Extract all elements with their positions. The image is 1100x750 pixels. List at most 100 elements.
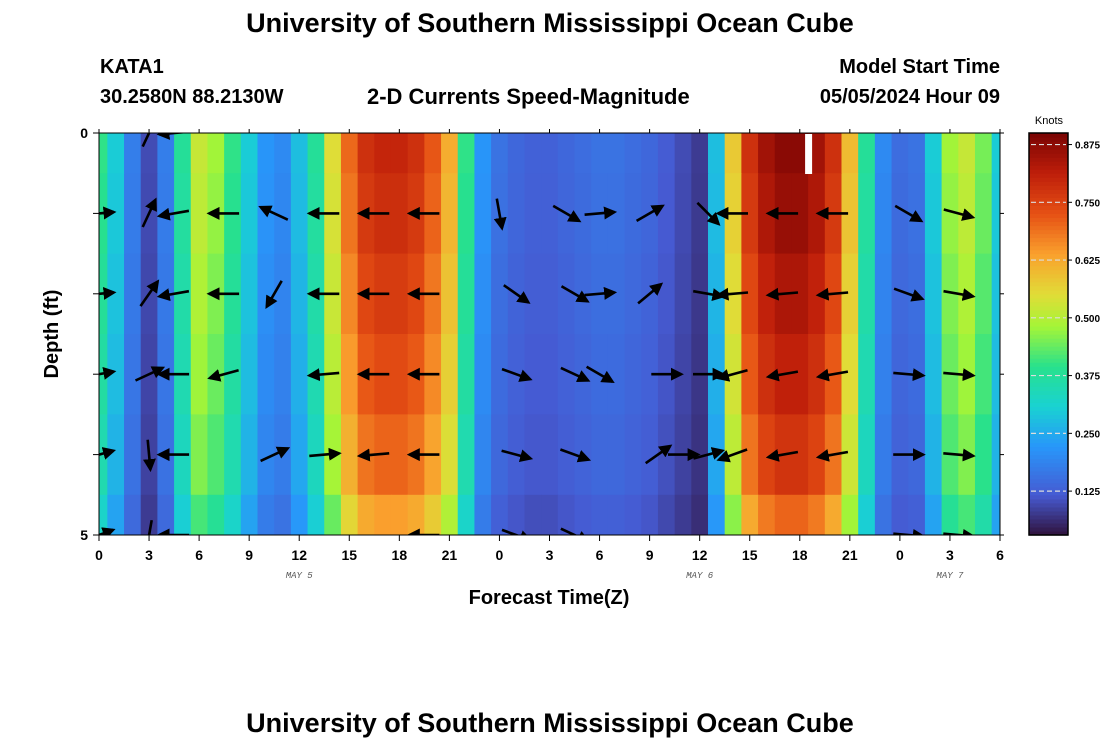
current-vector xyxy=(156,207,190,221)
colorbar-step xyxy=(1029,217,1068,223)
heatmap-cell xyxy=(541,414,559,496)
colorbar-step xyxy=(1029,181,1068,186)
colorbar-step xyxy=(1029,334,1068,339)
x-tick-label: 3 xyxy=(946,547,954,563)
heatmap-cell xyxy=(691,494,709,535)
heatmap-cell xyxy=(591,494,609,535)
heatmap-cell xyxy=(574,173,592,255)
heatmap-cell xyxy=(99,494,108,535)
heatmap-cell xyxy=(641,414,659,496)
colorbar-step xyxy=(1029,225,1068,231)
colorbar-step xyxy=(1029,438,1068,444)
heatmap-cell xyxy=(791,334,809,415)
colorbar-step xyxy=(1029,269,1068,275)
current-vector xyxy=(501,367,533,382)
x-tick-label: 3 xyxy=(145,547,153,563)
current-vector xyxy=(635,204,665,223)
colorbar-step xyxy=(1029,201,1068,206)
colorbar-step xyxy=(1029,458,1068,464)
heatmap-cell xyxy=(941,173,959,255)
colorbar-step xyxy=(1029,390,1068,395)
colorbar-step xyxy=(1029,474,1068,480)
heatmap-cell xyxy=(174,253,192,335)
current-vector xyxy=(644,444,673,465)
colorbar-step xyxy=(1029,325,1068,331)
heatmap-cell xyxy=(507,173,526,255)
heatmap-cell xyxy=(674,173,692,255)
heatmap-cell xyxy=(407,494,425,535)
heatmap-cell xyxy=(974,133,993,174)
heatmap-cell xyxy=(340,133,359,174)
heatmap-cell xyxy=(457,414,476,496)
heatmap-cell xyxy=(791,133,809,174)
colorbar-step xyxy=(1029,145,1068,150)
colorbar-tick-label: 0.500 xyxy=(1075,314,1100,325)
x-tick-label: 21 xyxy=(842,547,858,563)
current-vector xyxy=(260,446,291,463)
heatmap-cell xyxy=(991,253,1000,335)
heatmap-cell xyxy=(991,173,1000,255)
current-vector xyxy=(493,198,507,231)
heatmap-cell xyxy=(474,253,492,335)
current-vector xyxy=(156,133,190,140)
heatmap-cell xyxy=(924,334,943,415)
heatmap-cell xyxy=(274,494,292,535)
current-vector xyxy=(356,448,390,462)
current-vector xyxy=(552,204,582,223)
heatmap-cell xyxy=(474,414,492,496)
x-tick-label: 21 xyxy=(442,547,458,563)
heatmap-cell xyxy=(841,173,859,255)
current-vector xyxy=(765,368,799,382)
colorbar-step xyxy=(1029,498,1068,504)
colorbar-step xyxy=(1029,205,1068,210)
heatmap-cell xyxy=(324,494,342,535)
heatmap-cell xyxy=(924,173,943,255)
heatmap-cell xyxy=(340,173,359,255)
colorbar-step xyxy=(1029,141,1068,146)
heatmap-cell xyxy=(257,133,275,174)
heatmap-cell xyxy=(791,494,809,535)
colorbar-step xyxy=(1029,265,1068,271)
heatmap-cell xyxy=(708,133,726,174)
x-tick-label: 12 xyxy=(692,547,708,563)
current-vector xyxy=(559,448,592,463)
heatmap-cell xyxy=(691,133,709,174)
colorbar-step xyxy=(1029,197,1068,202)
heatmap-cell xyxy=(908,133,926,174)
heatmap-cell xyxy=(824,133,843,174)
heatmap-cell xyxy=(657,173,676,255)
current-vector xyxy=(207,369,239,382)
y-axis: 05 xyxy=(80,125,1004,543)
heatmap-cell xyxy=(257,494,275,535)
current-vector xyxy=(99,206,117,220)
heatmap-cell xyxy=(190,133,209,174)
heatmap-cell xyxy=(624,494,642,535)
heatmap-cell xyxy=(441,334,459,415)
heatmap-cell xyxy=(891,133,909,174)
x-tick-label: 15 xyxy=(341,547,357,563)
heatmap-cell xyxy=(858,173,876,255)
heatmap-cell xyxy=(491,494,509,535)
colorbar-step xyxy=(1029,293,1068,299)
x-tick-label: 6 xyxy=(596,547,604,563)
colorbar-step xyxy=(1029,434,1068,440)
heatmap-cell xyxy=(858,133,876,174)
model-start-label: Model Start Time xyxy=(839,56,1000,78)
heatmap-cell xyxy=(107,334,125,415)
current-vector xyxy=(99,286,117,300)
current-vector xyxy=(943,528,976,535)
heatmap-cell xyxy=(290,334,309,415)
colorbar-step xyxy=(1029,297,1068,303)
current-vector xyxy=(584,206,618,220)
current-vector xyxy=(715,369,748,382)
colorbar-step xyxy=(1029,466,1068,472)
heatmap-cell xyxy=(607,133,626,174)
heatmap-cell xyxy=(257,253,275,335)
colorbar-unit: Knots xyxy=(1035,115,1064,127)
colorbar-step xyxy=(1029,338,1068,343)
heatmap-cell xyxy=(441,414,459,496)
heatmap-cell xyxy=(557,133,576,174)
heatmap-cell xyxy=(207,494,225,535)
heatmap-cell xyxy=(641,133,659,174)
heatmap-cell xyxy=(491,414,509,496)
